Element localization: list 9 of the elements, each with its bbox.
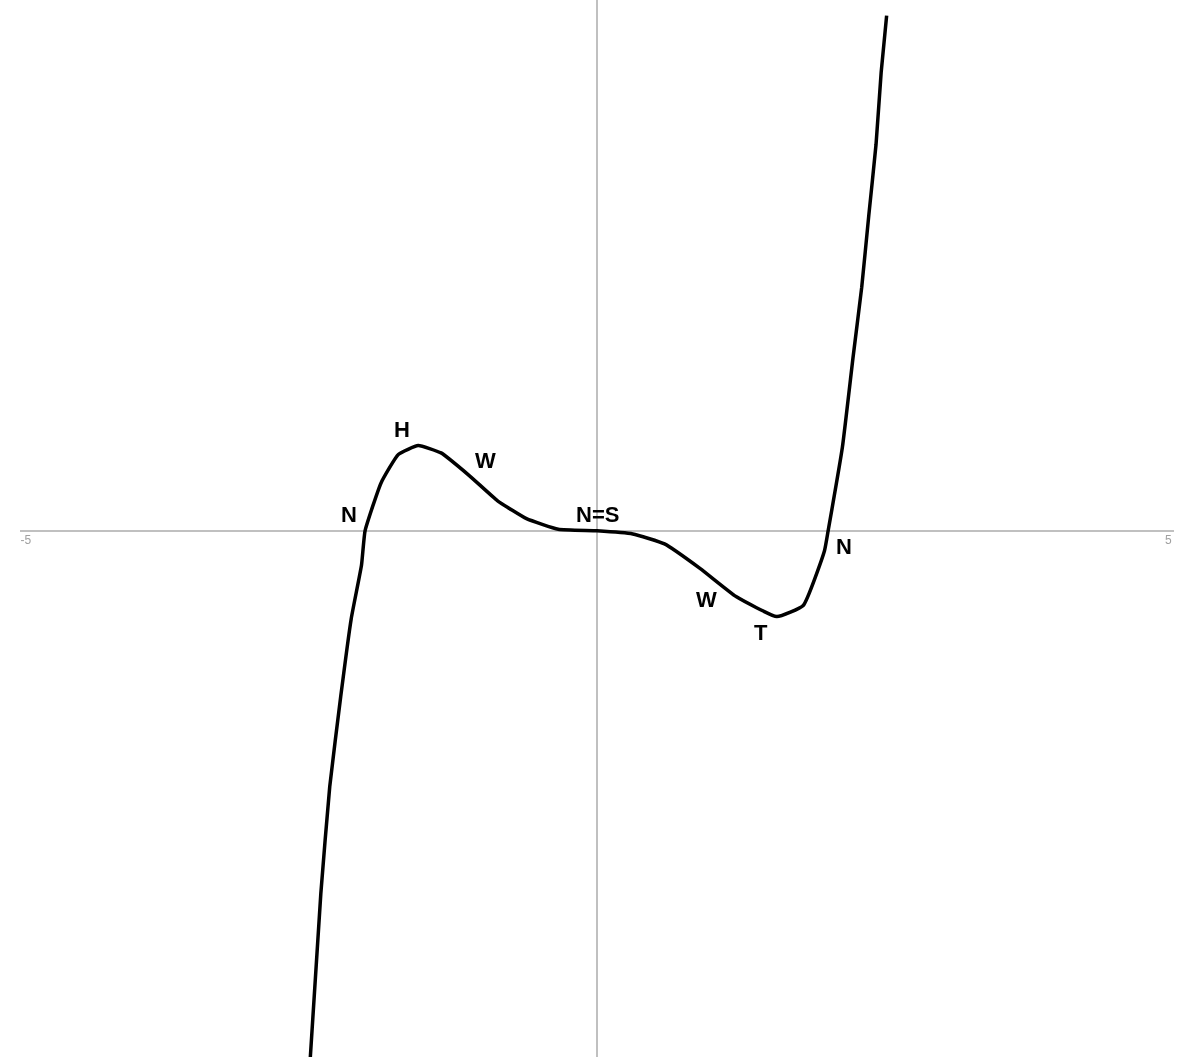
x-tick-label: 5 [1164,532,1172,547]
annotation: W [696,587,717,612]
annotation: N=S [576,502,620,527]
annotation: W [475,448,496,473]
x-tick-label: -5 [20,532,32,547]
annotation: N [341,502,357,527]
annotation: T [754,620,768,645]
annotation: N [836,534,852,559]
annotation: H [394,417,410,442]
